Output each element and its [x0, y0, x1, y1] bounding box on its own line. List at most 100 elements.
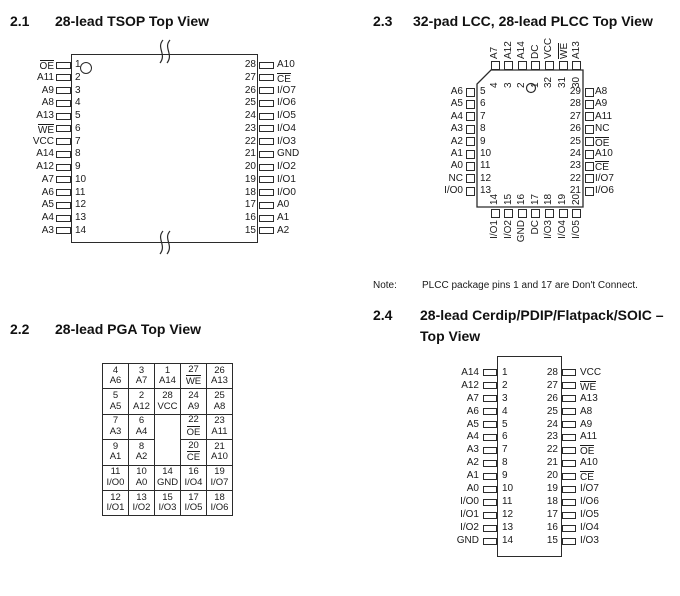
pin-number: 20 [244, 161, 256, 172]
pga-pin-label: I/O2 [132, 502, 151, 514]
pin-label: A2 [277, 224, 290, 236]
pin-lead [259, 61, 274, 69]
pin-label: A10 [277, 59, 295, 70]
pin-lead [562, 382, 576, 390]
pin-label: I/O1 [277, 173, 296, 185]
pin-label: I/O6 [595, 185, 614, 197]
section-2-2-title: 28-lead PGA Top View [55, 321, 202, 337]
pin-label: A4 [450, 110, 463, 122]
pga-pin-number: 27 [188, 363, 199, 375]
pga-pin-label: A14 [159, 375, 176, 387]
pga-cell: 25 A8 [206, 388, 233, 415]
pin-lead [56, 87, 71, 94]
pin-pad [558, 61, 568, 70]
pin-number: 4 [502, 405, 508, 417]
pin-label: OE [8, 60, 54, 72]
pin-number: 24 [546, 418, 558, 430]
pin-lead [483, 446, 497, 454]
pga-cell: 17 I/O5 [180, 489, 207, 517]
pin-lead [259, 214, 274, 222]
pin-label: VCC [32, 135, 54, 147]
pin-number: 13 [75, 212, 87, 223]
overline: OE [595, 136, 610, 149]
pin-number: 26 [569, 123, 581, 135]
pga-pin-number: 12 [110, 491, 121, 503]
pin-number: 21 [569, 185, 581, 197]
pin-number: 26 [244, 84, 256, 96]
pin-number: 15 [546, 535, 558, 546]
pin-number: 25 [244, 97, 256, 109]
section-2-4-title-line2: Top View [420, 328, 481, 344]
pin-number: 8 [480, 123, 486, 135]
pin-lead [562, 537, 576, 545]
pga-pin-label: A11 [211, 425, 228, 437]
pin-label: A0 [277, 199, 290, 211]
pga-pin-number: 19 [214, 466, 225, 478]
pga-pin-number: 22 [188, 414, 199, 426]
pin-pad [466, 124, 475, 134]
pin-pad [504, 209, 514, 218]
pga-cell: 5 A5 [102, 388, 129, 415]
pin-label: WE [8, 123, 54, 136]
pga-pin-label: A0 [135, 476, 148, 488]
pin-number: 22 [569, 172, 581, 184]
pin-number: 2 [502, 379, 508, 391]
pin-label: A0 [450, 160, 463, 172]
overline: OE [580, 445, 595, 458]
pin-lead [562, 369, 576, 377]
pin-label: CE [580, 471, 628, 483]
pin-pad [572, 61, 582, 70]
pin-lead [259, 87, 274, 94]
pga-pin-number: 7 [112, 415, 119, 427]
pin-pad [490, 209, 500, 218]
pin-number: 25 [546, 405, 558, 417]
pga-pin-number: 13 [136, 491, 147, 503]
pin-label: WE [580, 380, 628, 393]
overline: CE [277, 72, 291, 85]
pin-label: A13 [36, 110, 54, 121]
pin-label: I/O4 [277, 122, 296, 134]
overline: CE [580, 471, 594, 484]
pin-label: I/O0 [444, 185, 463, 197]
pin-lead [562, 421, 576, 428]
pin-label: I/O5 [580, 509, 599, 521]
pin-lead [562, 498, 576, 506]
pin-number: 7 [75, 135, 81, 147]
pin-pad [466, 186, 475, 196]
pin-number: 13 [502, 522, 514, 534]
pin-label: A6 [41, 186, 54, 198]
pin-label: I/O3 [580, 535, 599, 546]
pga-pin-number: 9 [112, 440, 119, 452]
pin-number: 11 [480, 160, 491, 172]
pin-number: 6 [480, 98, 486, 110]
pin-number: 28 [244, 59, 256, 70]
pga-pin-number: 15 [162, 491, 173, 503]
pin-number: 14 [75, 224, 87, 236]
pin-label: A6 [466, 405, 479, 417]
pin-lead [483, 421, 497, 428]
pin-number: 3 [502, 392, 508, 404]
pin-number: 3 [75, 84, 81, 96]
pga-cell: 24 A9 [180, 388, 207, 415]
pin-label: A13 [580, 392, 598, 404]
pin-number: 8 [502, 457, 508, 469]
pga-pin-number: 18 [214, 491, 225, 503]
pga-pin-label: A5 [109, 400, 122, 412]
pga-pin-number: 2 [138, 390, 145, 402]
pin-pad [517, 61, 527, 70]
break-mark-bottom-icon [159, 230, 171, 255]
pin-label: A9 [41, 84, 54, 96]
pin-label: CE [277, 72, 325, 85]
pga-cell: 28 VCC [154, 388, 181, 415]
pin-lead [56, 112, 71, 120]
pin-label: A8 [580, 405, 593, 417]
pga-pin-number: 8 [138, 440, 145, 452]
pin-number: 18 [244, 186, 256, 198]
pin-lead [259, 176, 274, 184]
pin-number: 23 [244, 122, 256, 134]
pga-pin-label: I/O0 [106, 476, 125, 488]
pin-number: 12 [502, 509, 514, 521]
note-text: PLCC package pins 1 and 17 are Don't Con… [422, 280, 638, 291]
